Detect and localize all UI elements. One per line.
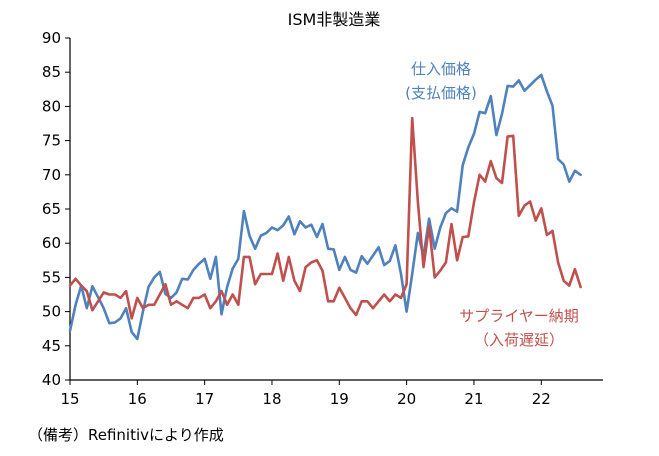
series-label-prices-paid: (支払価格) xyxy=(405,84,477,102)
x-tick-label: 15 xyxy=(60,390,79,408)
x-tick-label: 21 xyxy=(464,390,483,408)
x-tick-label: 19 xyxy=(330,390,349,408)
series-annotations: 仕入価格 (支払価格) サプライヤー納期 （入荷遅延） xyxy=(405,60,579,349)
y-tick-label: 60 xyxy=(42,234,61,252)
series-label-prices-paid: 仕入価格 xyxy=(411,60,471,78)
series-line-prices-paid xyxy=(68,73,582,341)
source-note: （備考）Refinitivにより作成 xyxy=(28,426,224,444)
y-tick-label: 80 xyxy=(42,97,61,115)
y-tick-label: 90 xyxy=(42,29,61,47)
y-tick-label: 85 xyxy=(42,63,61,81)
x-tick-label: 20 xyxy=(397,390,416,408)
y-tick-label: 75 xyxy=(42,132,61,150)
y-tick-label: 45 xyxy=(42,337,61,355)
y-tick-label: 55 xyxy=(42,268,61,286)
x-tick-label: 16 xyxy=(128,390,147,408)
series-line-supplier-deliveries xyxy=(68,116,582,320)
axes: 40 45 50 55 60 65 70 75 80 85 90 15 16 17 18 19 20 21 22 xyxy=(42,29,603,408)
x-tick-label: 22 xyxy=(532,390,551,408)
line-chart: ISM非製造業 40 45 50 55 60 65 70 75 80 85 90 15 16 17 18 19… xyxy=(42,10,603,408)
y-tick-label: 65 xyxy=(42,200,61,218)
series-layer xyxy=(68,73,582,341)
chart-title: ISM非製造業 xyxy=(288,10,381,29)
y-tick-label: 50 xyxy=(42,303,61,321)
series-label-supplier-deliveries: （入荷遅延） xyxy=(474,331,564,349)
x-tick-label: 17 xyxy=(195,390,214,408)
x-tick-label: 18 xyxy=(262,390,281,408)
series-label-supplier-deliveries: サプライヤー納期 xyxy=(459,307,579,325)
y-tick-label: 70 xyxy=(42,166,61,184)
y-tick-label: 40 xyxy=(42,371,61,389)
